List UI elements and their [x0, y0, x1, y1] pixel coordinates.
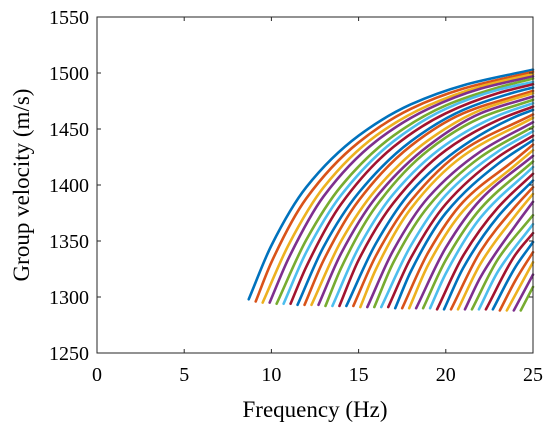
mode-curve-1 — [247, 68, 535, 301]
mode-curve-25 — [414, 154, 535, 310]
mode-curve-21 — [386, 134, 535, 309]
mode-curve-27 — [428, 165, 535, 310]
mode-curve-33 — [470, 213, 535, 311]
dispersion-curves — [247, 68, 535, 312]
mode-curve-40 — [519, 285, 535, 312]
mode-curve-20 — [379, 129, 535, 309]
mode-curve-36 — [491, 240, 535, 311]
mode-curve-17 — [359, 116, 535, 309]
y-tick-label-1250: 1250 — [49, 343, 89, 365]
y-tick-label-1450: 1450 — [49, 119, 89, 141]
mode-curve-23 — [400, 143, 535, 310]
x-tick-label-10: 10 — [261, 364, 281, 386]
y-tick-label-1550: 1550 — [49, 7, 89, 29]
y-tick-label-1300: 1300 — [49, 287, 89, 309]
mode-curve-34 — [477, 222, 535, 311]
mode-curve-12 — [324, 98, 535, 308]
mode-curve-30 — [449, 185, 535, 311]
mode-curve-8 — [296, 86, 535, 307]
mode-curve-10 — [310, 91, 535, 307]
mode-curve-3 — [261, 72, 535, 304]
x-tick-label-15: 15 — [349, 364, 369, 386]
mode-curve-32 — [463, 200, 535, 311]
mode-curve-19 — [373, 125, 535, 309]
mode-curve-13 — [331, 101, 535, 308]
y-tick-label-1500: 1500 — [49, 63, 89, 85]
y-tick-label-1350: 1350 — [49, 231, 89, 253]
mode-curve-2 — [254, 70, 535, 303]
y-axis-label: Group velocity (m/s) — [9, 89, 34, 282]
mode-curve-14 — [338, 105, 535, 308]
x-tick-label-25: 25 — [523, 364, 543, 386]
mode-curve-24 — [407, 148, 535, 310]
mode-curve-6 — [282, 80, 535, 306]
mode-curve-5 — [275, 77, 535, 306]
mode-curve-7 — [289, 82, 535, 306]
x-tick-label-0: 0 — [92, 364, 102, 386]
mode-curve-16 — [352, 113, 535, 308]
mode-curve-9 — [303, 89, 535, 307]
axis-ticks: 0 5 10 15 20 25 1250 1300 1350 1400 1450 1500 1550 — [49, 7, 543, 386]
mode-curve-15 — [345, 108, 535, 308]
mode-curve-26 — [421, 160, 535, 310]
mode-curve-31 — [456, 192, 535, 311]
mode-curve-38 — [505, 260, 535, 312]
mode-curve-28 — [435, 172, 535, 311]
mode-curve-29 — [442, 179, 535, 311]
x-tick-label-5: 5 — [179, 364, 189, 386]
mode-curve-11 — [317, 95, 535, 307]
y-tick-label-1400: 1400 — [49, 175, 89, 197]
mode-curve-22 — [393, 138, 535, 310]
x-axis-label: Frequency (Hz) — [243, 397, 388, 422]
mode-curve-35 — [484, 231, 535, 311]
mode-curve-18 — [366, 120, 535, 309]
mode-curve-37 — [498, 250, 535, 312]
mode-curve-39 — [512, 273, 535, 312]
x-tick-label-20: 20 — [436, 364, 456, 386]
mode-curve-4 — [268, 75, 535, 304]
